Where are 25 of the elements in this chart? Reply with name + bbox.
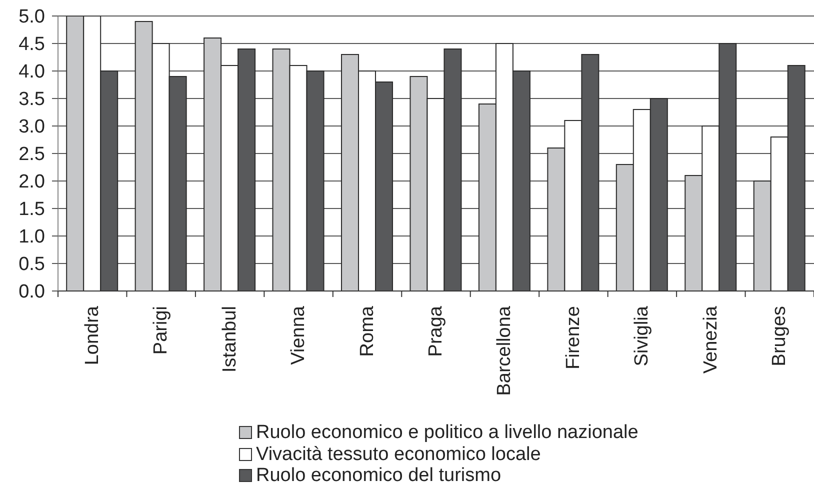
legend-label: Ruolo economico del turismo xyxy=(256,465,502,486)
x-tick-label: Parigi xyxy=(150,306,172,355)
y-tick-label: 2.0 xyxy=(18,172,45,193)
y-tick-label: 1.0 xyxy=(18,226,45,248)
x-tick-label: Londra xyxy=(82,306,103,366)
y-tick-label: 0.0 xyxy=(18,282,45,303)
y-tick-label: 2.5 xyxy=(18,144,45,166)
y-tick-label: 4.5 xyxy=(18,34,45,56)
y-tick-label: 1.5 xyxy=(18,199,45,220)
x-tick-label: Bruges xyxy=(769,306,790,366)
y-tick-label: 3.5 xyxy=(18,89,45,110)
x-tick-label: Siviglia xyxy=(632,306,653,366)
x-tick-label: Istanbul xyxy=(219,306,240,373)
x-tick-label: Vienna xyxy=(288,306,310,365)
legend-label: Ruolo economico e politico a livello nazionale xyxy=(256,422,638,444)
y-tick-label: 4.0 xyxy=(18,62,45,83)
x-tick-label: Firenze xyxy=(562,306,584,370)
legend-label: Vivacità tessuto economico locale xyxy=(256,444,541,465)
y-tick-label: 5.0 xyxy=(18,6,45,28)
y-tick-label: 3.0 xyxy=(18,116,45,138)
x-tick-label: Barcellona xyxy=(494,306,516,396)
x-tick-label: Venezia xyxy=(700,306,722,374)
x-tick-label: Praga xyxy=(426,306,446,357)
x-tick-label: Roma xyxy=(356,306,378,357)
y-tick-label: 0.5 xyxy=(18,254,45,276)
